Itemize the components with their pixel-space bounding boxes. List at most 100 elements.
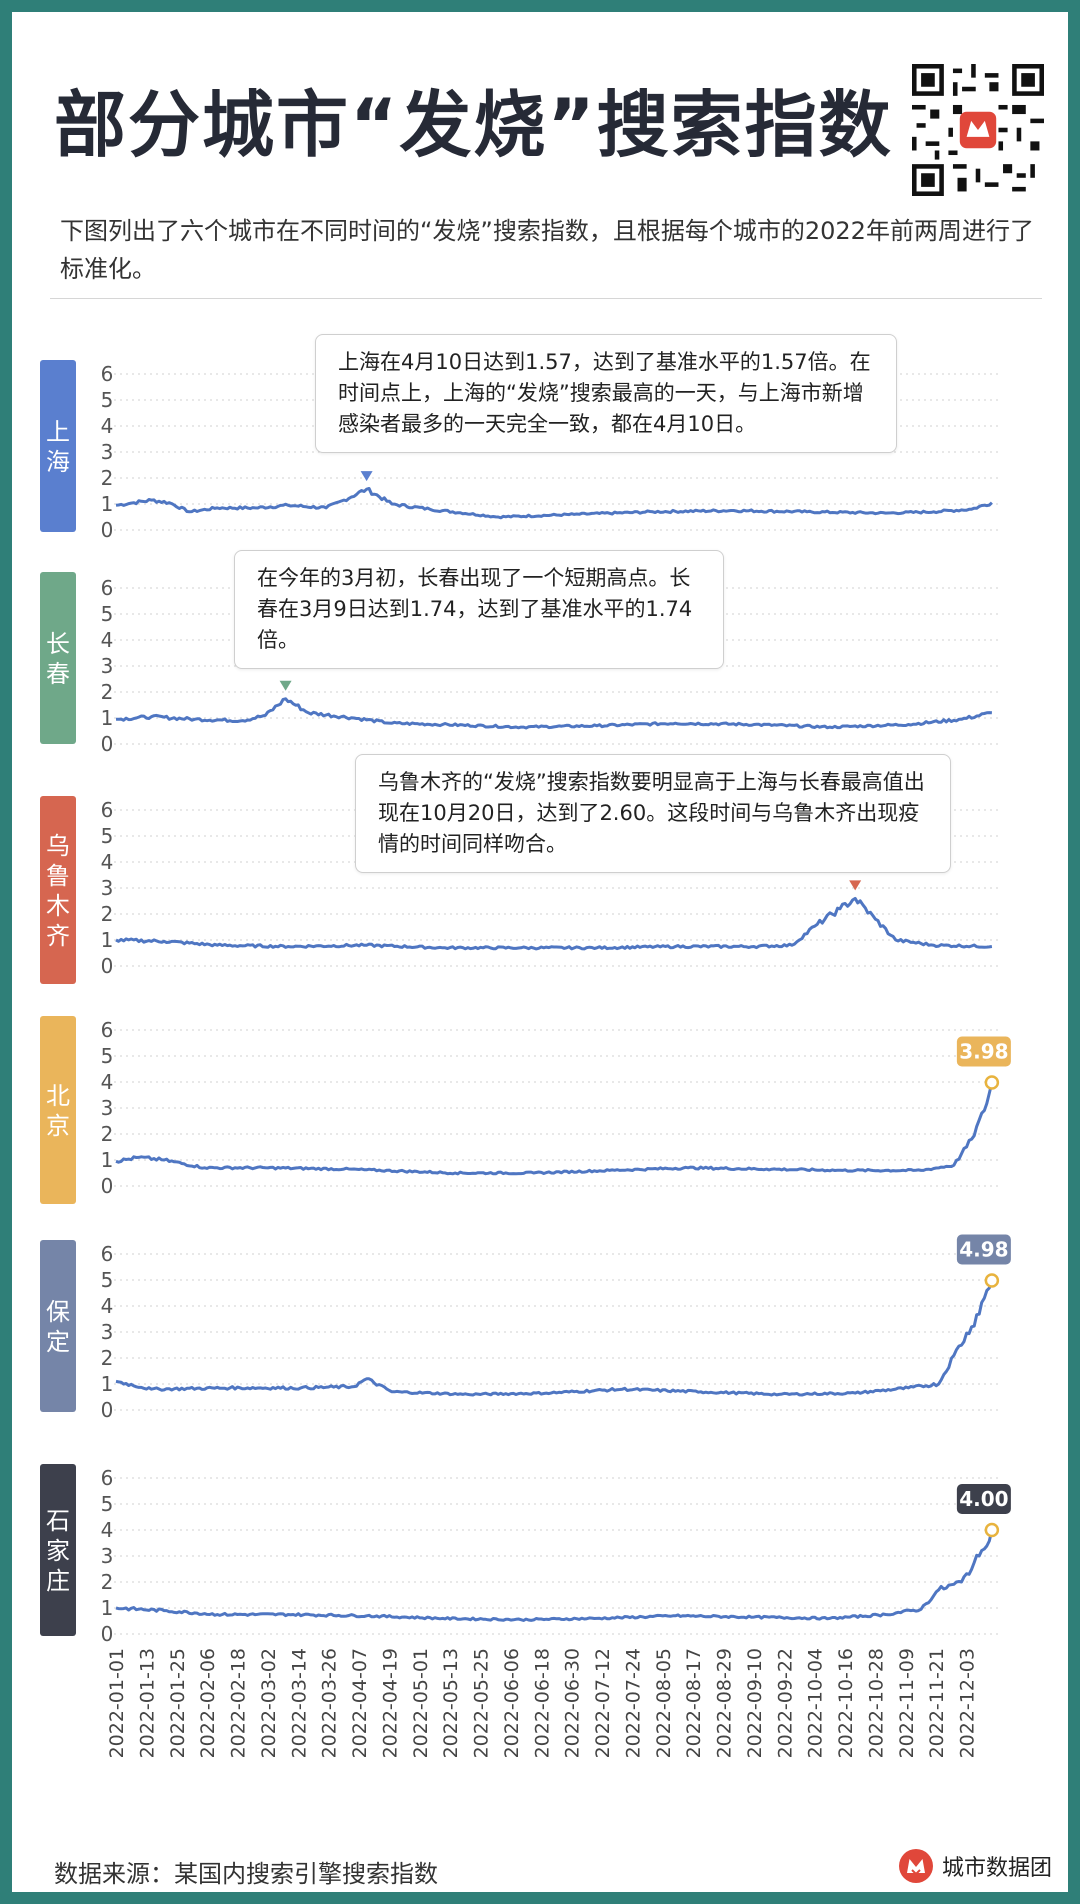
city-label-char: 春 bbox=[46, 660, 70, 688]
y-tick-label: 3 bbox=[101, 1096, 114, 1120]
y-tick-label: 6 bbox=[101, 1466, 114, 1490]
brand-icon bbox=[899, 1849, 933, 1883]
y-tick-label: 6 bbox=[101, 1242, 114, 1266]
data-source: 数据来源：某国内搜索引擎搜索指数 bbox=[54, 1860, 438, 1888]
city-label-box bbox=[40, 360, 76, 532]
series-line bbox=[115, 896, 993, 951]
city-fever-index-chart: 上海0123456长春0123456乌鲁木齐0123456北京01234563.… bbox=[40, 360, 1011, 1758]
y-tick-label: 3 bbox=[101, 1320, 114, 1344]
x-tick-label: 2022-02-06 bbox=[197, 1648, 219, 1758]
urumqi-annotation: 乌鲁木齐的“发烧”搜索指数要明显高于上海与长春最高值出现在10月20日，达到了2… bbox=[355, 754, 951, 873]
series-line bbox=[115, 487, 993, 520]
y-tick-label: 1 bbox=[101, 492, 114, 516]
y-tick-label: 5 bbox=[101, 388, 114, 412]
y-tick-label: 4 bbox=[101, 1070, 114, 1094]
x-tick-label: 2022-06-06 bbox=[501, 1648, 523, 1758]
x-tick-label: 2022-09-22 bbox=[774, 1648, 796, 1758]
y-tick-label: 5 bbox=[101, 1044, 114, 1068]
x-tick-label: 2022-08-05 bbox=[653, 1648, 675, 1758]
brand-logo: 城市数据团 bbox=[898, 1848, 1052, 1884]
y-tick-label: 2 bbox=[101, 466, 114, 490]
shanghai-annotation: 上海在4月10日达到1.57，达到了基准水平的1.57倍。在时间点上，上海的“发… bbox=[315, 334, 897, 453]
y-tick-label: 1 bbox=[101, 1372, 114, 1396]
y-tick-label: 2 bbox=[101, 1122, 114, 1146]
city-label-char: 长 bbox=[46, 630, 70, 658]
x-tick-label: 2022-08-17 bbox=[683, 1648, 705, 1758]
x-tick-label: 2022-07-12 bbox=[592, 1648, 614, 1758]
x-tick-label: 2022-03-14 bbox=[288, 1648, 310, 1758]
x-tick-label: 2022-04-19 bbox=[379, 1648, 401, 1758]
peak-marker bbox=[849, 880, 862, 891]
x-tick-label: 2022-12-03 bbox=[957, 1648, 979, 1758]
x-tick-label: 2022-03-02 bbox=[258, 1648, 280, 1758]
x-tick-label: 2022-10-28 bbox=[865, 1648, 887, 1758]
y-tick-label: 2 bbox=[101, 1346, 114, 1370]
city-label-box bbox=[40, 1464, 76, 1636]
x-tick-label: 2022-05-25 bbox=[471, 1648, 493, 1758]
city-label-char: 定 bbox=[46, 1328, 70, 1356]
y-tick-label: 4 bbox=[101, 414, 114, 438]
y-tick-label: 2 bbox=[101, 1570, 114, 1594]
city-label-char: 庄 bbox=[46, 1567, 70, 1595]
y-tick-label: 0 bbox=[101, 1622, 114, 1646]
y-tick-label: 6 bbox=[101, 576, 114, 600]
y-tick-label: 2 bbox=[101, 902, 114, 926]
y-tick-label: 4 bbox=[101, 1518, 114, 1542]
qr-code-icon[interactable] bbox=[912, 64, 1044, 196]
peak-marker bbox=[360, 471, 373, 482]
y-tick-label: 5 bbox=[101, 1268, 114, 1292]
x-tick-label: 2022-05-13 bbox=[440, 1648, 462, 1758]
end-value-badge bbox=[956, 1036, 1011, 1067]
city-label-char: 京 bbox=[46, 1112, 70, 1140]
y-tick-label: 0 bbox=[101, 1398, 114, 1422]
x-tick-label: 2022-08-29 bbox=[714, 1648, 736, 1758]
y-tick-label: 3 bbox=[101, 440, 114, 464]
city-label-box bbox=[40, 796, 76, 984]
x-tick-label: 2022-11-21 bbox=[926, 1648, 948, 1758]
city-label-box bbox=[40, 572, 76, 744]
y-tick-label: 2 bbox=[101, 680, 114, 704]
y-tick-label: 4 bbox=[101, 1294, 114, 1318]
x-tick-label: 2022-07-24 bbox=[622, 1648, 644, 1758]
end-value-label: 4.98 bbox=[959, 1238, 1008, 1262]
city-label-box bbox=[40, 1240, 76, 1412]
y-tick-label: 6 bbox=[101, 362, 114, 386]
city-label-char: 鲁 bbox=[46, 862, 70, 890]
city-label-char: 北 bbox=[46, 1082, 70, 1110]
end-point-marker bbox=[984, 1522, 1000, 1538]
y-tick-label: 6 bbox=[101, 1018, 114, 1042]
end-value-badge bbox=[956, 1234, 1011, 1265]
city-label-char: 上 bbox=[46, 418, 70, 446]
brand-name: 城市数据团 bbox=[942, 1856, 1053, 1881]
end-value-label: 3.98 bbox=[959, 1040, 1008, 1064]
x-tick-label: 2022-06-18 bbox=[531, 1648, 553, 1758]
peak-marker bbox=[279, 680, 292, 691]
y-tick-label: 3 bbox=[101, 654, 114, 678]
end-point-marker bbox=[984, 1075, 1000, 1090]
y-tick-label: 3 bbox=[101, 1544, 114, 1568]
city-label-char: 乌 bbox=[46, 832, 70, 860]
changchun-annotation: 在今年的3月初，长春出现了一个短期高点。长春在3月9日达到1.74，达到了基准水… bbox=[234, 550, 724, 669]
y-tick-label: 0 bbox=[101, 1174, 114, 1198]
y-tick-label: 4 bbox=[101, 850, 114, 874]
x-tick-label: 2022-09-10 bbox=[744, 1648, 766, 1758]
end-value-badge bbox=[956, 1484, 1011, 1514]
x-tick-label: 2022-05-01 bbox=[410, 1648, 432, 1758]
end-point-marker bbox=[984, 1273, 1000, 1288]
city-label-char: 石 bbox=[46, 1507, 70, 1535]
end-value-label: 4.00 bbox=[959, 1487, 1008, 1511]
y-tick-label: 1 bbox=[101, 706, 114, 730]
y-tick-label: 5 bbox=[101, 1492, 114, 1516]
series-line bbox=[115, 1280, 994, 1397]
series-line bbox=[115, 697, 993, 730]
city-label-char: 保 bbox=[46, 1298, 70, 1326]
chart-description: 下图列出了六个城市在不同时间的“发烧”搜索指数，且根据每个城市的2022年前两周… bbox=[60, 217, 1034, 283]
x-tick-label: 2022-03-26 bbox=[319, 1648, 341, 1758]
x-tick-label: 2022-10-16 bbox=[835, 1648, 857, 1758]
x-tick-label: 2022-01-25 bbox=[167, 1648, 189, 1758]
y-tick-label: 5 bbox=[101, 602, 114, 626]
x-tick-label: 2022-01-01 bbox=[106, 1648, 128, 1758]
city-label-char: 家 bbox=[46, 1537, 70, 1565]
x-tick-label: 2022-11-09 bbox=[896, 1648, 918, 1758]
y-tick-label: 1 bbox=[101, 928, 114, 952]
